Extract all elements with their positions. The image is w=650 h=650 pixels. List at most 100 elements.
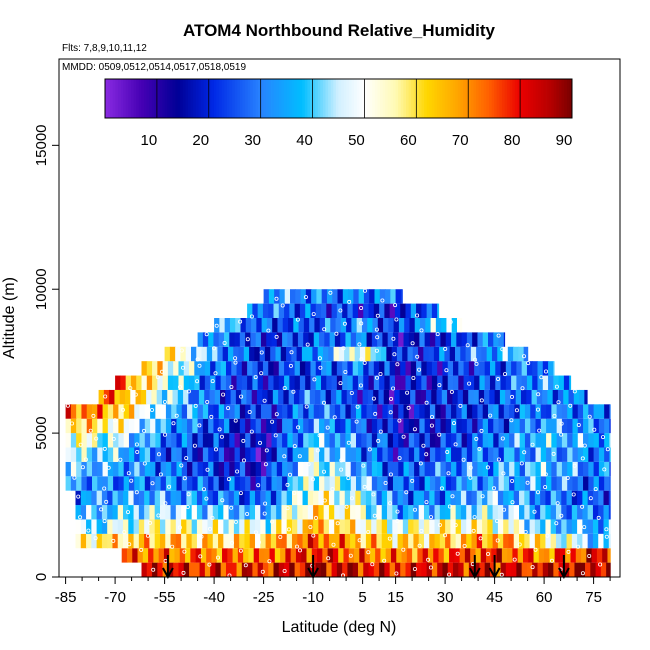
heatmap-cell <box>459 548 466 563</box>
heatmap-cell <box>509 447 515 462</box>
colorbar-segment <box>413 79 417 118</box>
heatmap-cell <box>509 476 515 491</box>
heatmap-cell <box>331 562 338 577</box>
heatmap-cell <box>206 548 213 563</box>
sample-point <box>262 398 267 403</box>
heatmap-cell <box>287 404 294 419</box>
heatmap-cell <box>282 318 289 333</box>
heatmap-cell <box>297 505 304 520</box>
heatmap-cell <box>355 505 362 520</box>
colorbar-tick-label: 80 <box>504 132 521 149</box>
heatmap-cell <box>488 447 494 462</box>
colorbar-segment <box>346 79 350 118</box>
colorbar-tick-label: 10 <box>141 132 158 149</box>
heatmap-cell <box>132 548 139 563</box>
heatmap-cell <box>546 433 552 448</box>
sample-point <box>193 403 198 408</box>
heatmap-cell <box>389 375 396 390</box>
heatmap-cell <box>466 490 473 506</box>
heatmap-cell <box>471 533 478 549</box>
heatmap-cell <box>382 332 389 347</box>
heatmap-cell <box>265 490 272 506</box>
heatmap-cell <box>245 461 251 477</box>
heatmap-cell <box>455 490 462 506</box>
heatmap-cell <box>410 361 417 376</box>
heatmap-cell <box>477 447 484 462</box>
heatmap-cell <box>482 404 489 419</box>
heatmap-cell <box>137 548 144 563</box>
colorbar-segment <box>333 79 337 118</box>
heatmap-cell <box>307 346 314 362</box>
heatmap-cell <box>76 447 83 462</box>
heatmap-cell <box>445 418 452 434</box>
heatmap-cell <box>472 461 479 477</box>
heatmap-cell <box>604 418 611 434</box>
sample-point <box>429 414 434 419</box>
heatmap-cell <box>284 361 290 376</box>
heatmap-cell <box>345 476 352 491</box>
heatmap-cell <box>154 519 161 534</box>
heatmap-cell <box>569 375 572 390</box>
sample-point <box>587 414 592 419</box>
colorbar-segment <box>364 79 368 118</box>
heatmap-cell <box>162 375 169 390</box>
heatmap-cell <box>361 447 368 462</box>
heatmap-cell <box>592 533 599 549</box>
sample-point <box>135 449 140 454</box>
heatmap-cell <box>289 303 296 318</box>
heatmap-cell <box>65 447 72 462</box>
heatmap-cell <box>302 505 309 520</box>
heatmap-cell <box>367 318 374 333</box>
heatmap-cell <box>266 404 273 419</box>
heatmap-cell <box>503 404 510 419</box>
heatmap-cell <box>544 548 550 563</box>
heatmap-cell <box>530 418 537 434</box>
heatmap-cell <box>514 476 521 491</box>
heatmap-cell <box>418 490 425 506</box>
heatmap-cell <box>249 519 256 534</box>
heatmap-cell <box>473 389 480 405</box>
sample-point <box>113 418 118 423</box>
heatmap-cell <box>80 505 87 520</box>
heatmap-cell <box>546 404 552 419</box>
sample-point <box>462 544 467 549</box>
heatmap-cell <box>340 418 347 434</box>
heatmap-cell <box>214 318 220 333</box>
heatmap-cell <box>482 490 488 506</box>
heatmap-cell <box>456 418 463 434</box>
heatmap-cell <box>339 533 346 549</box>
heatmap-cell <box>169 346 176 362</box>
heatmap-cell <box>234 476 241 491</box>
sample-point <box>522 354 527 359</box>
heatmap-cell <box>598 418 605 434</box>
heatmap-cell <box>558 562 565 577</box>
heatmap-cell <box>91 490 98 506</box>
heatmap-cell <box>155 418 162 434</box>
heatmap-cell <box>434 505 441 520</box>
heatmap-cell <box>514 461 521 477</box>
heatmap-cell <box>264 346 271 362</box>
heatmap-cell <box>206 346 213 362</box>
heatmap-cell <box>91 505 98 520</box>
heatmap-cell <box>338 548 345 563</box>
heatmap-cell <box>343 548 350 563</box>
colorbar-segment <box>208 79 212 118</box>
heatmap-cell <box>397 519 404 534</box>
heatmap-cell <box>334 404 341 419</box>
heatmap-cell <box>187 476 193 491</box>
heatmap-cell <box>384 361 391 376</box>
heatmap-cell <box>201 346 208 362</box>
heatmap-cell <box>450 505 457 520</box>
heatmap-cell <box>451 476 457 491</box>
heatmap-cell <box>219 318 226 333</box>
heatmap-cell <box>502 346 509 362</box>
heatmap-cell <box>233 346 240 362</box>
heatmap-cell <box>269 548 276 563</box>
heatmap-cell <box>222 346 229 362</box>
heatmap-cell <box>325 389 332 405</box>
heatmap-cell <box>212 490 219 506</box>
heatmap-cell <box>292 332 299 347</box>
heatmap-cell <box>431 303 438 318</box>
sample-point <box>512 557 517 562</box>
heatmap-cell <box>408 476 415 491</box>
